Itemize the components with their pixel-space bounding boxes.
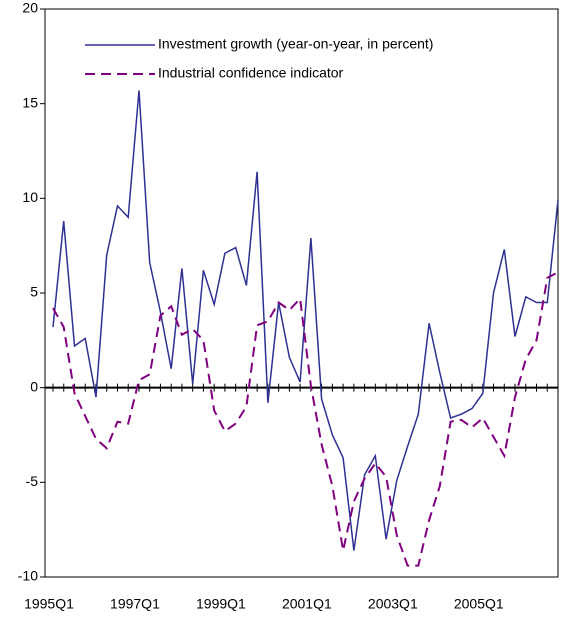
- y-tick-label: -10: [18, 568, 38, 584]
- x-tick-label: 2001Q1: [282, 596, 332, 612]
- y-tick-label: 20: [22, 0, 38, 16]
- x-tick-label: 1997Q1: [110, 596, 160, 612]
- y-tick-label: -5: [26, 473, 39, 489]
- x-tick-label: 1995Q1: [24, 596, 74, 612]
- y-tick-label: 0: [30, 378, 38, 394]
- x-tick-label: 1999Q1: [196, 596, 246, 612]
- plot-frame: [44, 8, 559, 578]
- legend-label: Industrial confidence indicator: [158, 65, 344, 81]
- x-tick-label: 2003Q1: [368, 596, 418, 612]
- series-line: [52, 271, 559, 567]
- y-tick-label: 5: [30, 284, 38, 300]
- y-tick-label: 15: [22, 94, 38, 110]
- y-tick-label: 10: [22, 189, 38, 205]
- legend-label: Investment growth (year-on-year, in perc…: [158, 36, 433, 52]
- series-line: [52, 90, 559, 551]
- x-tick-label: 2005Q1: [454, 596, 504, 612]
